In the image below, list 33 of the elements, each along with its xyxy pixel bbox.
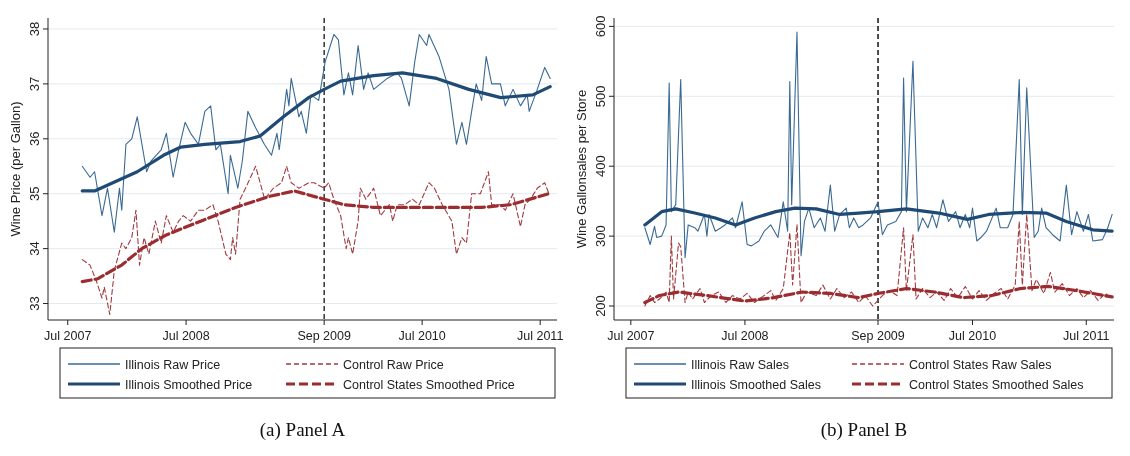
y-tick-label: 36 xyxy=(27,131,42,147)
y-tick-label: 34 xyxy=(27,241,42,256)
x-tick-label: Sep 2009 xyxy=(297,329,351,343)
y-tick-label: 300 xyxy=(593,225,608,247)
y-tick-label: 600 xyxy=(593,15,608,38)
x-tick-label: Jul 2010 xyxy=(398,329,446,343)
legend-label: Illinois Raw Sales xyxy=(691,357,789,372)
y-tick-label: 500 xyxy=(593,85,608,108)
y-tick-label: 37 xyxy=(27,76,42,92)
y-tick-label: 38 xyxy=(27,21,42,37)
legend-label: Illinois Smoothed Sales xyxy=(691,377,821,392)
x-tick-label: Jul 2007 xyxy=(607,329,655,343)
y-tick-label: 33 xyxy=(27,296,42,311)
y-axis-title: Wine Price (per Gallon) xyxy=(8,101,23,237)
y-tick-label: 400 xyxy=(593,155,608,178)
x-tick-label: Jul 2011 xyxy=(517,329,564,343)
x-tick-label: Jul 2011 xyxy=(1063,329,1110,343)
legend-label: Illinois Smoothed Price xyxy=(125,377,253,392)
text: (a) Panel A xyxy=(259,419,346,441)
x-tick-label: Sep 2009 xyxy=(851,329,905,343)
y-axis-title: Wine Gallonsales per Store xyxy=(574,89,589,249)
legend-label: Control States Smoothed Price xyxy=(343,377,515,392)
legend-label: Illinois Raw Price xyxy=(125,357,221,372)
y-tick-label: 200 xyxy=(593,295,608,317)
y-tick-label: 35 xyxy=(27,186,42,201)
legend-label: Control States Raw Sales xyxy=(909,357,1052,372)
x-tick-label: Jul 2007 xyxy=(44,329,92,343)
x-tick-label: Jul 2010 xyxy=(948,329,997,343)
legend-label: Control States Smoothed Sales xyxy=(909,377,1084,392)
legend-label: Control Raw Price xyxy=(343,357,444,372)
x-tick-label: Jul 2008 xyxy=(721,329,769,343)
text: (b) Panel B xyxy=(820,419,908,441)
x-tick-label: Jul 2008 xyxy=(162,329,210,343)
